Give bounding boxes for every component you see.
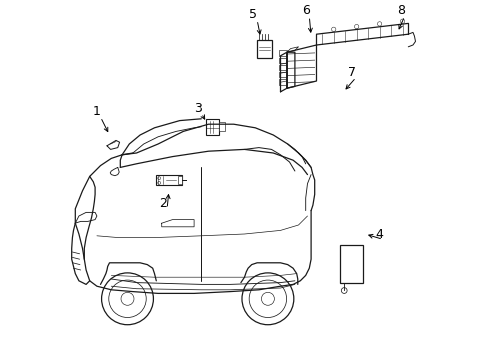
Circle shape	[158, 181, 160, 184]
Text: 2: 2	[159, 197, 167, 210]
FancyBboxPatch shape	[278, 50, 286, 56]
FancyBboxPatch shape	[178, 176, 182, 184]
FancyBboxPatch shape	[278, 58, 286, 63]
FancyBboxPatch shape	[278, 65, 286, 70]
Text: 7: 7	[348, 66, 356, 78]
Text: 6: 6	[301, 4, 309, 17]
FancyBboxPatch shape	[278, 72, 286, 77]
Circle shape	[341, 288, 346, 293]
Circle shape	[400, 19, 404, 23]
FancyBboxPatch shape	[156, 175, 182, 185]
Circle shape	[377, 22, 381, 26]
FancyBboxPatch shape	[339, 245, 363, 283]
FancyBboxPatch shape	[218, 122, 224, 131]
FancyBboxPatch shape	[278, 79, 286, 85]
Circle shape	[158, 177, 160, 180]
Text: 3: 3	[193, 102, 201, 114]
Text: 8: 8	[396, 4, 404, 17]
Text: 5: 5	[249, 8, 257, 21]
Text: 4: 4	[375, 228, 383, 240]
Text: 1: 1	[93, 105, 101, 118]
FancyBboxPatch shape	[205, 119, 218, 135]
Circle shape	[354, 24, 358, 29]
FancyBboxPatch shape	[257, 40, 271, 58]
Circle shape	[331, 27, 335, 31]
